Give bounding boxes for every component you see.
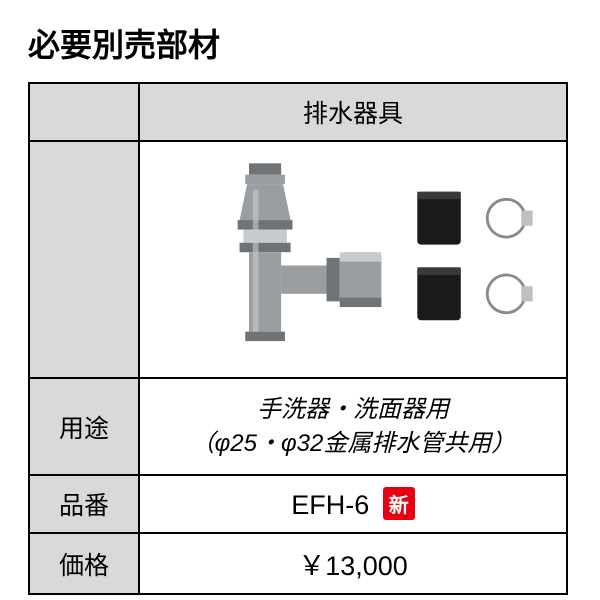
image-row-spacer	[29, 141, 139, 378]
use-label: 用途	[29, 378, 139, 475]
use-line1: 手洗器・洗面器用	[257, 396, 449, 423]
price-value: ￥13,000	[139, 533, 567, 594]
model-value-cell: EFH-6 新	[139, 475, 567, 533]
price-label: 価格	[29, 533, 139, 594]
image-row-header	[29, 83, 139, 141]
parts-table: 排水器具	[28, 82, 568, 595]
model-number: EFH-6	[291, 490, 369, 520]
section-title: 必要別売部材	[28, 20, 572, 66]
use-value: 手洗器・洗面器用 （φ25・φ32金属排水管共用）	[139, 378, 567, 475]
use-line2: （φ25・φ32金属排水管共用）	[191, 430, 516, 457]
model-label: 品番	[29, 475, 139, 533]
new-badge: 新	[383, 487, 415, 520]
product-image-cell	[139, 141, 567, 378]
product-header: 排水器具	[139, 83, 567, 141]
drain-fitting-icon	[148, 152, 558, 360]
